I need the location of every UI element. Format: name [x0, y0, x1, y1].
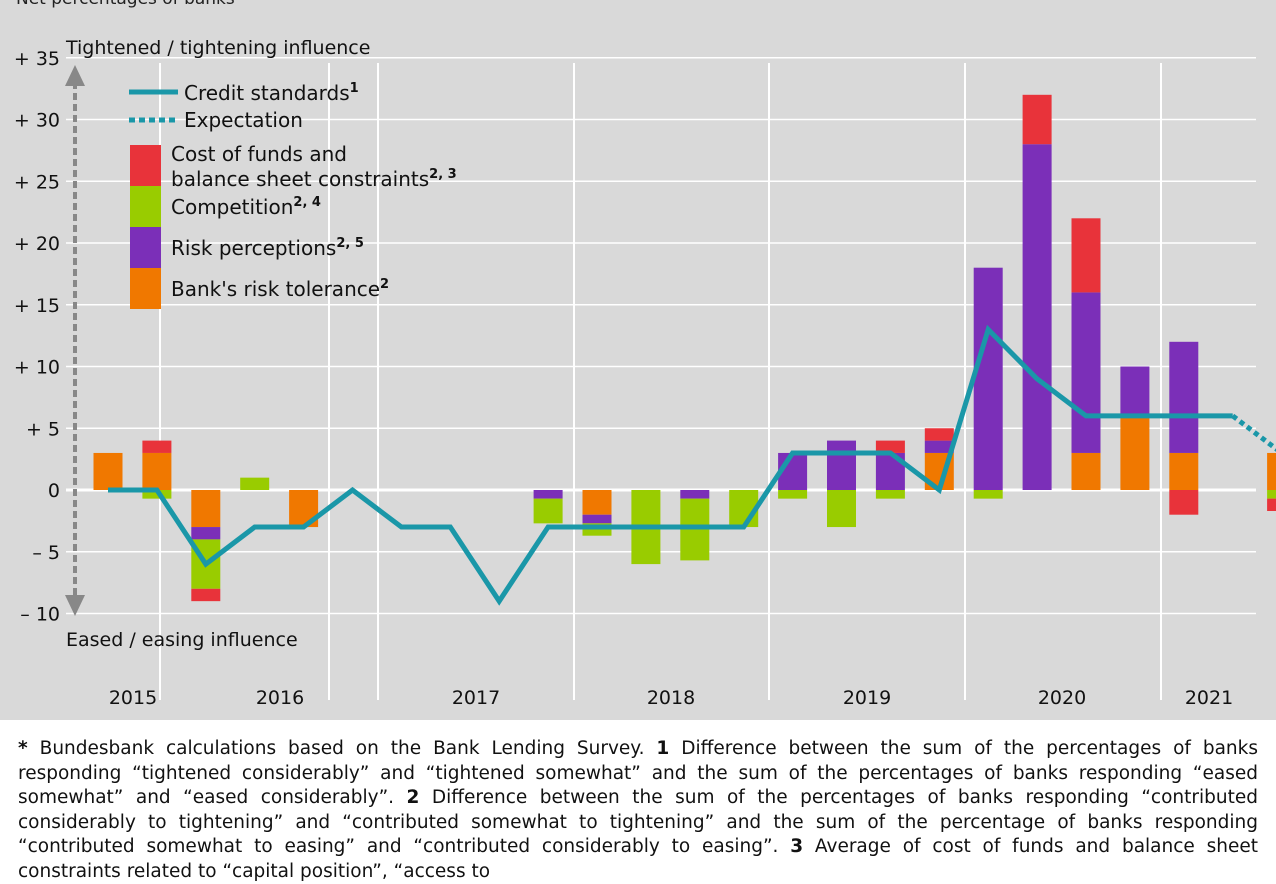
y-tick-label: + 10 — [14, 357, 60, 379]
bar-competition — [973, 490, 1003, 499]
bar-competition — [875, 490, 905, 499]
legend-risk-perceptions-label: Risk perceptions2, 5 — [171, 236, 364, 260]
bar-cost — [1022, 94, 1052, 145]
chart: + 35 + 30 + 25 + 20 + 15 + 10 + 5 0 – 5 – 10 2015 2… — [14, 37, 1276, 709]
legend-risk-tolerance-label: Bank's risk tolerance2 — [171, 277, 389, 301]
bar-cost — [1169, 490, 1199, 515]
y-tick-label: + 15 — [14, 295, 60, 317]
footnote-number-2: 2 — [406, 787, 420, 808]
x-tick-label: 2020 — [1038, 687, 1086, 709]
y-tick-label: + 35 — [14, 48, 60, 70]
x-tick-label: 2015 — [109, 687, 157, 709]
bar-risk_perceptions — [924, 440, 954, 453]
bar-risk_perceptions — [1169, 341, 1199, 453]
footnote-text-3: Difference between the sum of the percen… — [18, 787, 1258, 857]
bar-cost — [1267, 498, 1276, 511]
x-tick-label: 2016 — [256, 687, 304, 709]
bar-risk_perceptions — [191, 527, 221, 540]
legend-competition-label: Competition2, 4 — [171, 195, 321, 219]
bar-risk_tolerance — [1120, 415, 1150, 490]
y-tick-label: + 25 — [14, 171, 60, 193]
bar-competition — [240, 477, 270, 490]
bar-risk_tolerance — [1169, 452, 1199, 490]
legend-expectation-label: Expectation — [184, 108, 303, 132]
legend-cost-swatch — [130, 145, 161, 186]
arrow-down-head — [65, 595, 85, 616]
y-tick-label: – 5 — [32, 542, 60, 564]
legend-risk-perceptions-swatch — [130, 227, 161, 268]
bar-cost — [191, 588, 221, 602]
bar-risk_perceptions — [973, 267, 1003, 490]
bar-risk_perceptions — [1071, 292, 1101, 453]
bar-competition — [778, 490, 808, 499]
bar-competition — [533, 498, 563, 524]
plot-area — [0, 20, 1276, 720]
bar-risk_tolerance — [142, 452, 172, 490]
bar-risk_tolerance — [1267, 452, 1276, 490]
y-tick-label: 0 — [48, 480, 60, 502]
y-tick-label: + 30 — [14, 110, 60, 132]
bar-risk_tolerance — [191, 490, 221, 528]
bar-risk_tolerance — [582, 490, 612, 515]
bar-risk_tolerance — [1071, 452, 1101, 490]
x-tick-label: 2021 — [1185, 687, 1233, 709]
legend-credit-standards-label: Credit standards1 — [184, 81, 359, 105]
bar-risk_tolerance — [93, 452, 123, 490]
x-tick-label: 2017 — [452, 687, 500, 709]
arrow-up-head — [65, 65, 85, 86]
y-tick-label: + 20 — [14, 233, 60, 255]
bar-cost — [875, 440, 905, 453]
footnote-text-1: Bundesbank calculations based on the Ban… — [27, 738, 657, 759]
footnote: * Bundesbank calculations based on the B… — [18, 737, 1258, 884]
bar-competition — [1267, 490, 1276, 499]
bar-risk_perceptions — [582, 514, 612, 524]
legend-competition-swatch — [130, 186, 161, 227]
footnote-number-1: 1 — [656, 738, 670, 759]
x-tick-label: 2018 — [647, 687, 695, 709]
bar-risk_perceptions — [680, 490, 710, 499]
legend-cost-label-1: Cost of funds and — [171, 142, 347, 166]
bar-cost — [142, 440, 172, 453]
chart-header: Net percentages of banks — [0, 0, 1276, 20]
bar-risk_perceptions — [1022, 144, 1052, 490]
legend-risk-tolerance-swatch — [130, 268, 161, 309]
footnote-star: * — [18, 738, 28, 759]
x-tick-label: 2019 — [843, 687, 891, 709]
bar-competition — [827, 490, 856, 528]
credit-standards-line — [108, 324, 1233, 606]
expectation-line — [1231, 413, 1276, 452]
bar-risk_perceptions — [533, 490, 563, 499]
y-tick-label: – 10 — [20, 604, 60, 626]
bar-risk_perceptions — [1120, 366, 1150, 416]
footnote-number-3: 3 — [790, 836, 804, 857]
legend-cost-label-2: balance sheet constraints2, 3 — [171, 167, 457, 191]
annotation-eased: Eased / easing influence — [66, 629, 298, 651]
bar-cost — [1071, 218, 1101, 293]
bar-cost — [924, 428, 954, 441]
annotation-tightened: Tightened / tightening influence — [65, 37, 370, 59]
y-tick-label: + 5 — [26, 418, 60, 440]
bar-risk_perceptions — [827, 440, 856, 490]
chart-subtitle: Net percentages of banks — [16, 0, 235, 9]
footnote-text-2: Difference between the sum of the percen… — [18, 738, 1258, 808]
